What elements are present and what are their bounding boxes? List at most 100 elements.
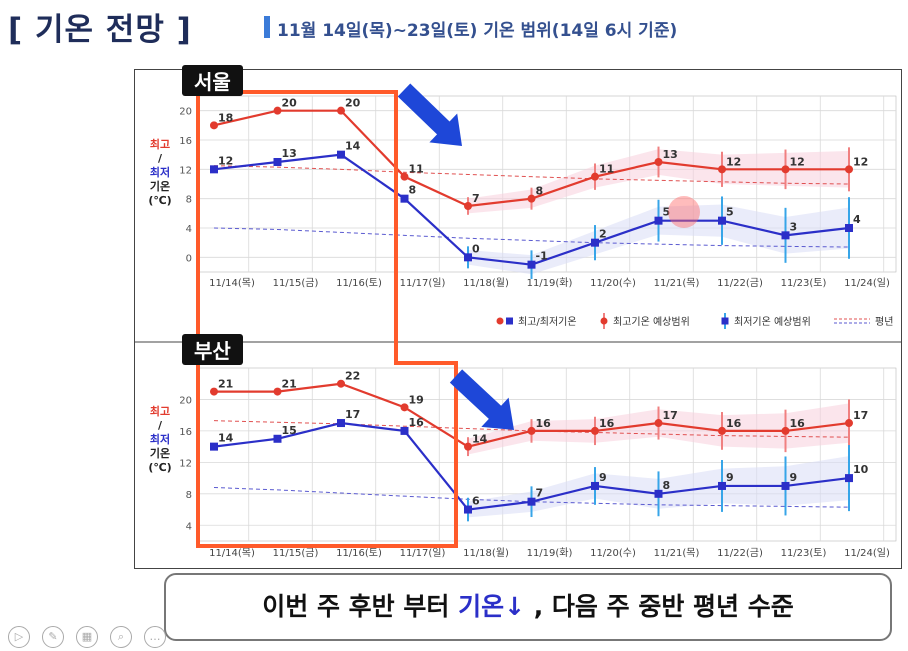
- min-temp-label: 17: [345, 408, 360, 421]
- min-temp-label: 10: [853, 463, 869, 476]
- min-temp-point: [654, 216, 663, 225]
- min-temp-point: [400, 194, 409, 203]
- y-axis-label: /: [158, 152, 163, 165]
- legend-max-range-point: [600, 317, 608, 325]
- max-temp-point: [527, 194, 536, 203]
- pen-control-icon[interactable]: ✎: [42, 626, 64, 648]
- min-temp-label: 5: [663, 206, 671, 219]
- max-temp-label: 19: [409, 393, 424, 406]
- max-temp-label: 22: [345, 370, 360, 383]
- max-temp-label: 12: [726, 155, 741, 168]
- min-temp-label: 15: [282, 424, 297, 437]
- min-temp-label: 7: [536, 487, 544, 500]
- x-tick-label: 11/17(일): [400, 277, 446, 289]
- highlight-outline: [196, 90, 458, 548]
- y-tick-label: 4: [186, 224, 192, 235]
- downtrend-arrow-busan: [449, 369, 514, 430]
- max-temp-range-band: [468, 149, 849, 214]
- max-temp-point: [464, 442, 472, 451]
- summary-highlight: 기온↓: [458, 592, 526, 621]
- min-temp-label: 9: [726, 471, 734, 484]
- x-tick-label: 11/18(월): [463, 547, 509, 559]
- min-temp-label: 14: [218, 432, 234, 445]
- y-axis-label: 최저: [150, 432, 170, 446]
- y-tick-label: 8: [186, 490, 192, 501]
- max-temp-label: 16: [726, 417, 742, 430]
- max-temp-point: [781, 165, 790, 174]
- x-tick-label: 11/23(토): [781, 278, 827, 289]
- max-temp-label: 8: [536, 185, 544, 198]
- zoom-control-icon[interactable]: ⌕: [110, 626, 132, 648]
- x-tick-label: 11/22(금): [717, 277, 763, 289]
- x-tick-label: 11/23(토): [781, 548, 827, 559]
- y-tick-label: 8: [186, 195, 192, 206]
- x-tick-label: 11/24(일): [844, 277, 890, 289]
- max-temp-point: [845, 165, 853, 174]
- y-axis-label: (℃): [148, 194, 171, 207]
- max-temp-point: [273, 387, 282, 396]
- y-axis-label: 최고: [150, 404, 170, 418]
- min-temp-label: 8: [409, 184, 417, 197]
- max-temp-point: [845, 419, 853, 428]
- min-temp-range-band: [468, 204, 849, 275]
- max-temp-label: 16: [536, 417, 552, 430]
- max-temp-point: [718, 426, 726, 435]
- min-temp-label: 13: [282, 147, 297, 160]
- max-temp-label: 20: [345, 97, 361, 110]
- x-tick-label: 11/21(목): [654, 547, 700, 559]
- min-temp-label: 6: [472, 495, 480, 508]
- min-temp-point: [210, 442, 218, 451]
- x-tick-label: 11/16(토): [336, 548, 382, 559]
- min-temp-label: 3: [790, 220, 798, 233]
- seoul-label: 서울: [182, 65, 243, 96]
- x-tick-label: 11/14(목): [209, 277, 255, 289]
- y-tick-label: 20: [179, 107, 192, 118]
- x-tick-label: 11/20(수): [590, 547, 636, 559]
- downtrend-arrow-seoul: [397, 83, 462, 146]
- x-tick-label: 11/24(일): [844, 547, 890, 559]
- min-temp-label: 9: [599, 471, 607, 484]
- y-axis-label: 기온: [150, 446, 170, 460]
- min-temp-point: [718, 216, 726, 225]
- y-tick-label: 16: [179, 136, 192, 147]
- min-temp-point: [845, 474, 853, 483]
- max-temp-point: [210, 387, 218, 396]
- legend-label: 최고/최저기온: [518, 316, 577, 328]
- min-temp-point: [781, 231, 790, 240]
- max-temp-label: 17: [663, 409, 678, 422]
- min-temp-label: 12: [218, 154, 233, 167]
- x-tick-label: 11/15(금): [273, 547, 319, 559]
- min-temp-point: [718, 481, 726, 490]
- x-tick-label: 11/21(목): [654, 277, 700, 289]
- max-temp-label: 13: [663, 148, 678, 161]
- max-temp-label: 12: [790, 155, 805, 168]
- min-temp-label: 5: [726, 206, 734, 219]
- min-temp-label: -1: [536, 250, 548, 263]
- min-temp-label: 0: [472, 242, 480, 255]
- y-axis-label: 기온: [150, 179, 170, 193]
- min-temp-point: [591, 481, 599, 490]
- chart-frame: [134, 69, 902, 569]
- more-control-icon[interactable]: …: [144, 626, 166, 648]
- min-temp-label: 9: [790, 471, 798, 484]
- max-temp-point: [591, 426, 599, 435]
- x-tick-label: 11/17(일): [400, 547, 446, 559]
- max-temp-label: 11: [409, 163, 424, 176]
- y-tick-label: 4: [186, 521, 192, 532]
- slides-control-icon[interactable]: ▦: [76, 626, 98, 648]
- legend-label: 최저기온 예상범위: [734, 315, 811, 328]
- x-tick-label: 11/20(수): [590, 277, 636, 289]
- legend-min-point-icon: [506, 317, 513, 325]
- busan-label: 부산: [182, 334, 243, 365]
- summary-box: 이번 주 후반 부터 기온↓ , 다음 주 중반 평년 수준: [164, 573, 892, 641]
- min-temp-label: 14: [345, 140, 361, 153]
- min-temp-label: 16: [409, 416, 425, 429]
- play-control-icon[interactable]: ▷: [8, 626, 30, 648]
- x-tick-label: 11/16(토): [336, 278, 382, 289]
- page-subtitle: 11월 14일(목)~23일(토) 기온 범위(14일 6시 기준): [277, 21, 678, 41]
- y-tick-label: 12: [179, 458, 192, 469]
- max-temp-label: 21: [282, 378, 297, 391]
- y-tick-label: 20: [179, 395, 192, 406]
- min-temp-label: 4: [853, 213, 861, 226]
